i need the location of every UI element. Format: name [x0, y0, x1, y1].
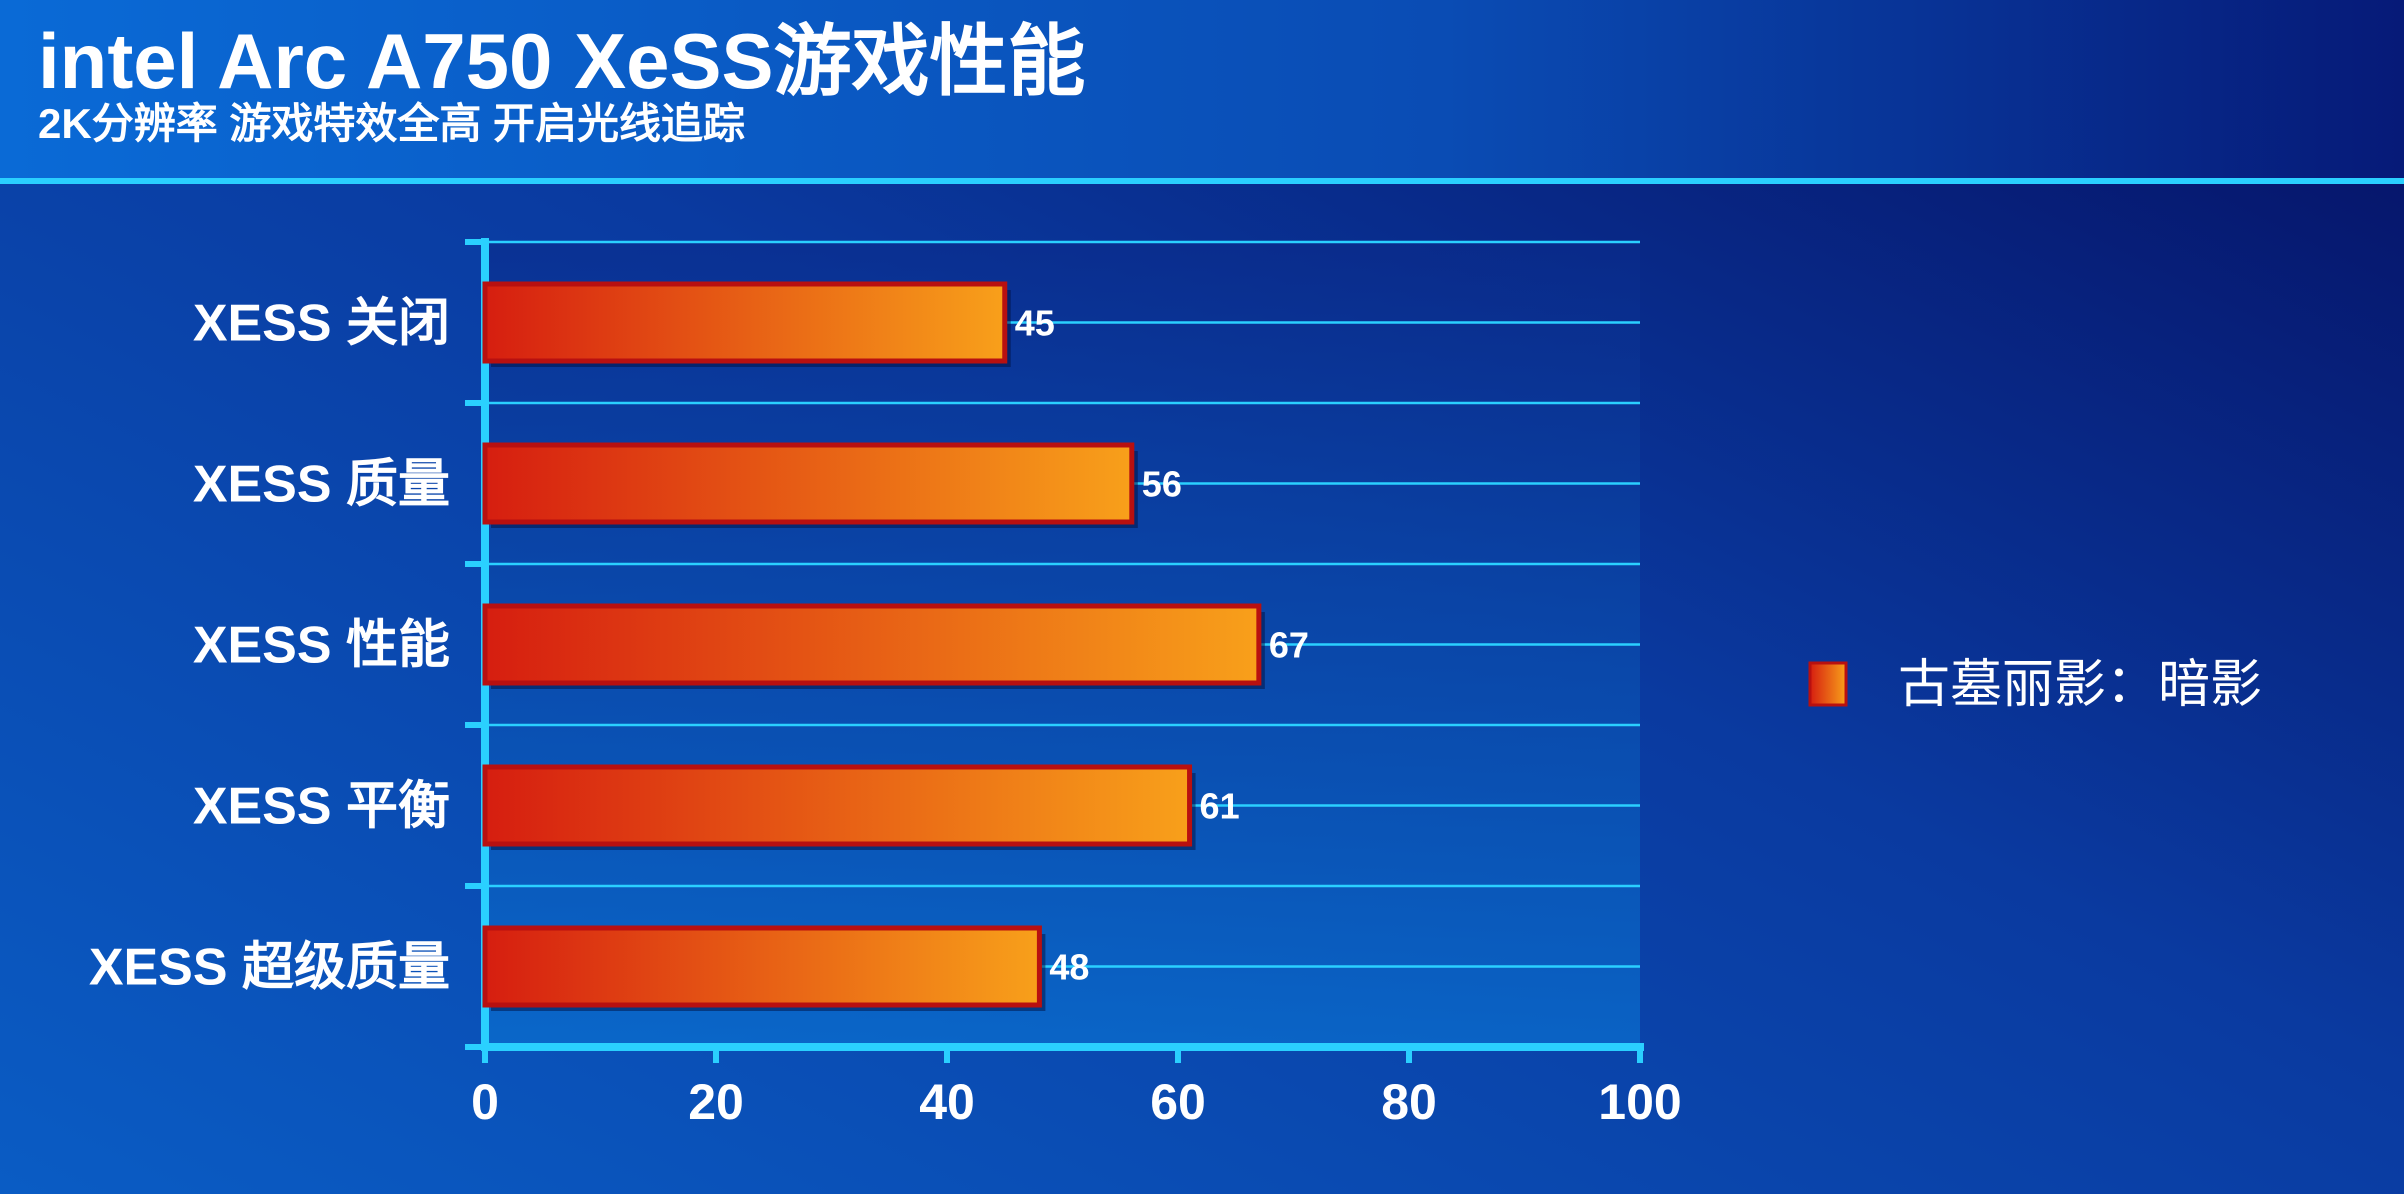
- x-tick-label: 20: [688, 1074, 744, 1130]
- x-tick-label: 40: [919, 1074, 975, 1130]
- bar: [482, 764, 1193, 847]
- x-tick-label: 100: [1598, 1074, 1681, 1130]
- header: [0, 0, 2404, 178]
- legend-label: 古墓丽影：暗影: [1898, 656, 2262, 714]
- value-label: 61: [1200, 786, 1240, 827]
- x-tick-label: 80: [1381, 1074, 1437, 1130]
- chart-title: intel Arc A750 XeSS游戏性能: [38, 17, 1086, 105]
- legend-swatch: [1808, 661, 1848, 707]
- x-tick-label: 0: [471, 1074, 499, 1130]
- bar: [482, 603, 1262, 686]
- value-label: 48: [1049, 947, 1089, 988]
- y-tick-label: XESS 超级质量: [89, 939, 450, 997]
- value-label: 56: [1142, 464, 1182, 505]
- y-tick-label: XESS 平衡: [193, 778, 450, 836]
- bar: [482, 281, 1008, 364]
- bar: [482, 442, 1135, 525]
- header-rule: [0, 178, 2404, 184]
- value-label: 67: [1269, 625, 1309, 666]
- x-tick-label: 60: [1150, 1074, 1206, 1130]
- chart-subtitle: 2K分辨率 游戏特效全高 开启光线追踪: [38, 100, 745, 147]
- y-tick-label: XESS 关闭: [193, 295, 450, 353]
- y-tick-label: XESS 质量: [193, 456, 450, 514]
- bar: [482, 925, 1042, 1008]
- value-label: 45: [1015, 303, 1055, 344]
- y-tick-label: XESS 性能: [193, 617, 450, 675]
